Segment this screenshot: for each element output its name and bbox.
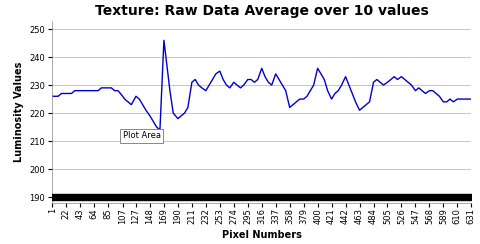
X-axis label: Pixel Numbers: Pixel Numbers <box>222 230 301 240</box>
Text: Plot Area: Plot Area <box>123 131 161 140</box>
Title: Texture: Raw Data Average over 10 values: Texture: Raw Data Average over 10 values <box>95 4 429 18</box>
Y-axis label: Luminosity Values: Luminosity Values <box>14 61 24 162</box>
